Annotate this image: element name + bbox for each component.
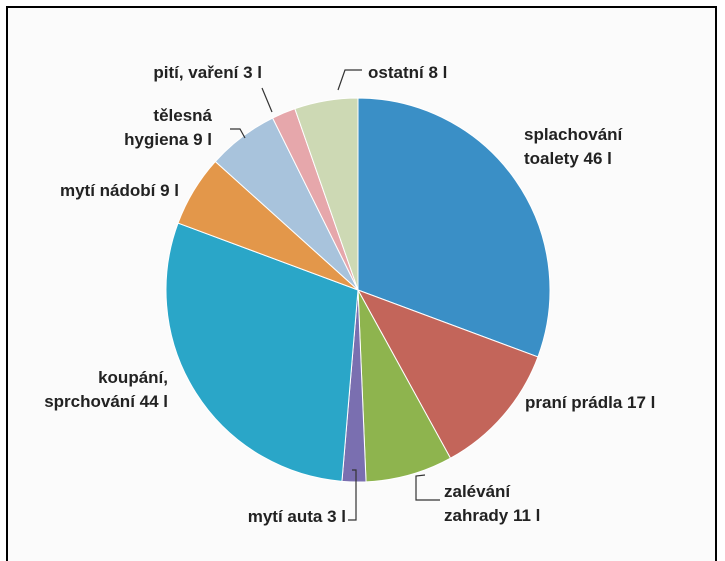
leader-line xyxy=(230,128,246,139)
pie-slice xyxy=(356,289,539,459)
slice-label: mytí auta 3 l xyxy=(248,507,346,526)
pie-slice xyxy=(165,222,359,482)
pie-slice xyxy=(357,97,551,358)
leader-line xyxy=(348,469,357,521)
slice-label: praní prádla 17 l xyxy=(525,393,655,412)
leader-line xyxy=(337,69,362,91)
slice-label: koupání, sprchování 44 l xyxy=(44,368,168,411)
slice-label: pití, vaření 3 l xyxy=(153,63,262,82)
slice-label: ostatní 8 l xyxy=(368,63,447,82)
pie-slice xyxy=(294,97,359,291)
slice-label: zalévání zahrady 11 l xyxy=(444,482,540,525)
slice-label: mytí nádobí 9 l xyxy=(60,181,179,200)
slice-label: splachování toalety 46 l xyxy=(524,125,624,168)
leader-line xyxy=(261,87,273,113)
slice-label: tělesná hygiena 9 l xyxy=(124,106,212,149)
leader-line xyxy=(415,474,440,501)
